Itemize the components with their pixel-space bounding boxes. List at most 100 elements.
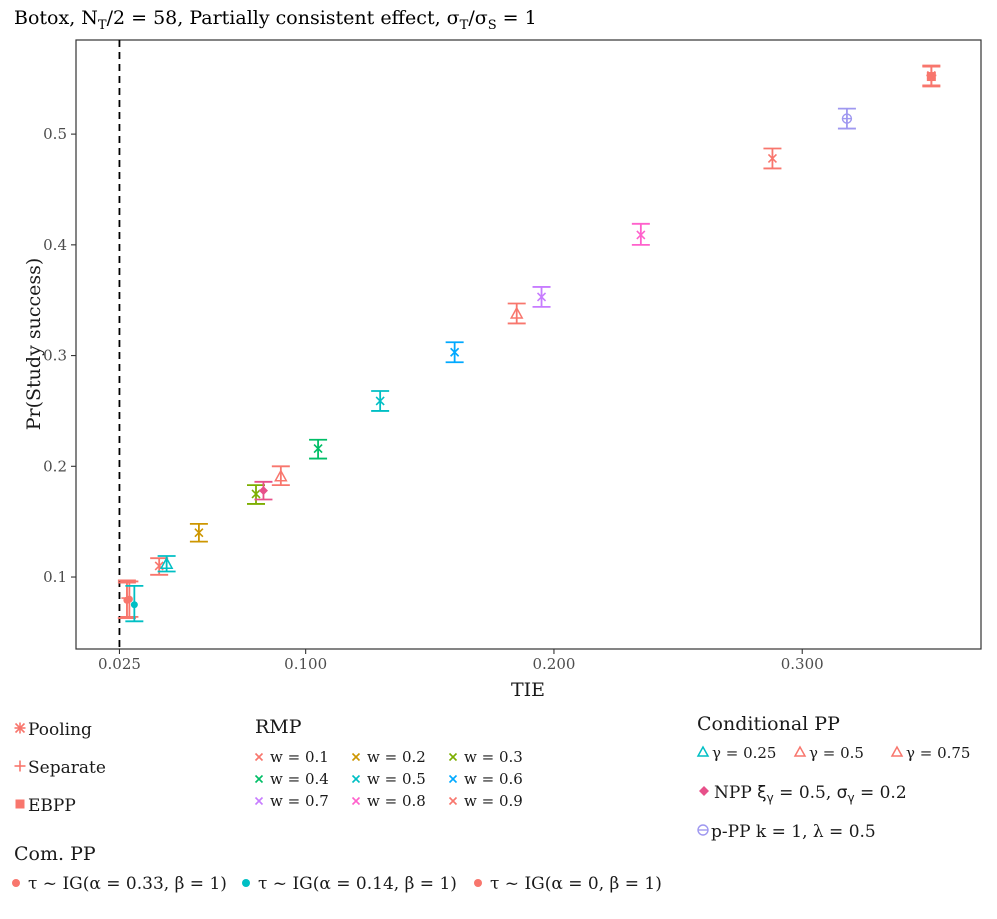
legend-item-rmp-w-0-4: w = 0.4 [254,770,329,788]
circle-icon [474,879,482,887]
legend-label: Pooling [28,720,92,740]
legend-item-cond-0-25: γ = 0.25 [696,744,776,762]
legend-label: w = 0.3 [464,748,523,766]
legend-item-cond-0-5: γ = 0.5 [793,744,864,762]
data-point-rmp-w-0-9 [763,147,782,170]
data-point-npp-0-5-0-2 [254,480,273,501]
y-tick-label: 0.4 [43,236,67,254]
data-point-com-pp-ig-0-1 [120,580,139,618]
x-axis-label: TIE [511,679,545,701]
x-tick-label: 0.200 [532,655,575,673]
x-tick-label: 0.300 [781,655,824,673]
diamond-icon [258,486,268,496]
y-tick-label: 0.2 [43,457,67,475]
x-icon [450,347,460,357]
legend-item-rmp-w-0-2: w = 0.2 [351,748,426,766]
data-point-ebpp [922,65,941,88]
data-point-rmp-w-0-2 [189,522,208,543]
legend-item-compp-ig-0-33-1: τ ~ IG(α = 0.33, β = 1) [12,874,227,894]
legend-item-compp-ig-0-14-1: τ ~ IG(α = 0.14, β = 1) [242,874,457,894]
circle-icon [12,879,20,887]
legend-item-rmp-w-0-3: w = 0.3 [448,748,523,766]
y-tick-label: 0.1 [43,568,67,586]
legend-label: γ = 0.5 [809,744,864,762]
legend-label: τ ~ IG(α = 0.33, β = 1) [28,874,227,894]
x-icon [154,561,164,571]
legend-item-ebpp: EBPP [15,796,76,816]
legend-label: w = 0.5 [367,770,426,788]
legend-label: γ = 0.75 [906,744,970,762]
legend-title-com-pp: Com. PP [14,843,96,865]
legend-label: w = 0.7 [270,792,329,810]
triangle-open-icon [159,556,174,569]
legend-label: w = 0.1 [270,748,329,766]
legend-label: τ ~ IG(α = 0, β = 1) [490,874,662,894]
triangle-open-icon [274,469,288,482]
data-point-rmp-w-0-3 [247,484,266,505]
legend-title-conditional-pp: Conditional PP [697,713,840,735]
x-icon [351,752,361,762]
legend-title-rmp: RMP [255,716,302,738]
data-point-rmp-w-0-7 [532,286,551,308]
legend-item-rmp-w-0-8: w = 0.8 [351,792,426,810]
x-icon [636,230,646,240]
diamond-icon [699,786,709,796]
legend-label: w = 0.8 [367,792,426,810]
data-point-com-pp-ig-0-14-1 [125,584,144,623]
x-icon [448,796,458,806]
legend-label: w = 0.9 [464,792,523,810]
legend-label: w = 0.6 [464,770,523,788]
triangle-open-icon [696,745,710,757]
x-icon [767,153,778,164]
y-tick-label: 0.3 [43,347,67,365]
x-icon [375,396,385,406]
data-point-rmp-w-0-6 [445,341,464,364]
legend-item-pooling: Pooling [14,720,92,740]
x-icon [448,774,458,784]
x-icon [313,444,323,454]
y-axis-label: Pr(Study success) [23,258,45,431]
x-icon [254,752,264,762]
x-icon [254,774,264,784]
legend-label: EBPP [28,796,76,816]
legend-item-npp: NPP ξγ = 0.5, σγ = 0.2 [699,783,907,805]
data-point-conditional-pp-0-75 [507,302,526,325]
y-tick-label: 0.5 [43,125,67,143]
circle-icon [242,879,250,887]
legend: Pooling Separate EBPP RMP w = 0.1 w = 0.2 w … [12,713,970,894]
x-icon [351,796,361,806]
legend-item-rmp-w-0-9: w = 0.9 [448,792,523,810]
data-point-rmp-w-0-8 [631,222,650,246]
data-point-rmp-w-0-5 [371,390,390,412]
triangle-open-icon [509,306,524,319]
square-icon [926,72,936,82]
triangle-open-icon [890,745,904,757]
circle-icon [130,601,138,609]
x-icon [251,489,261,499]
data-point-conditional-pp-0-5 [271,465,290,487]
x-icon [254,796,264,806]
plot-panel [75,39,982,650]
legend-label: γ = 0.25 [712,744,776,762]
legend-item-cond-0-75: γ = 0.75 [890,744,970,762]
square-icon [15,799,25,809]
data-point-p-pp-k-1-0-5 [837,107,856,130]
triangle-open-icon [793,745,807,757]
legend-item-separate: Separate [14,758,106,778]
legend-item-ppp: p-PP k = 1, λ = 0.5 [697,822,876,842]
x-tick-label: 0.025 [98,655,141,673]
x-icon [448,752,458,762]
svg-text:NPP ξγ = 0.5, σγ = 0.2: NPP ξγ = 0.5, σγ = 0.2 [714,783,907,805]
legend-item-rmp-w-0-5: w = 0.5 [351,770,426,788]
legend-item-rmp-w-0-7: w = 0.7 [254,792,329,810]
x-icon [194,528,204,538]
legend-item-compp-ig-0-1: τ ~ IG(α = 0, β = 1) [474,874,662,894]
x-tick-label: 0.100 [284,655,327,673]
data-point-rmp-w-0-4 [309,438,328,460]
legend-label: w = 0.4 [270,770,329,788]
legend-item-rmp-w-0-6: w = 0.6 [448,770,523,788]
legend-label: τ ~ IG(α = 0.14, β = 1) [258,874,457,894]
legend-label: Separate [28,758,106,778]
legend-label-ppp: p-PP k = 1, λ = 0.5 [711,822,876,842]
legend-label: w = 0.2 [367,748,426,766]
